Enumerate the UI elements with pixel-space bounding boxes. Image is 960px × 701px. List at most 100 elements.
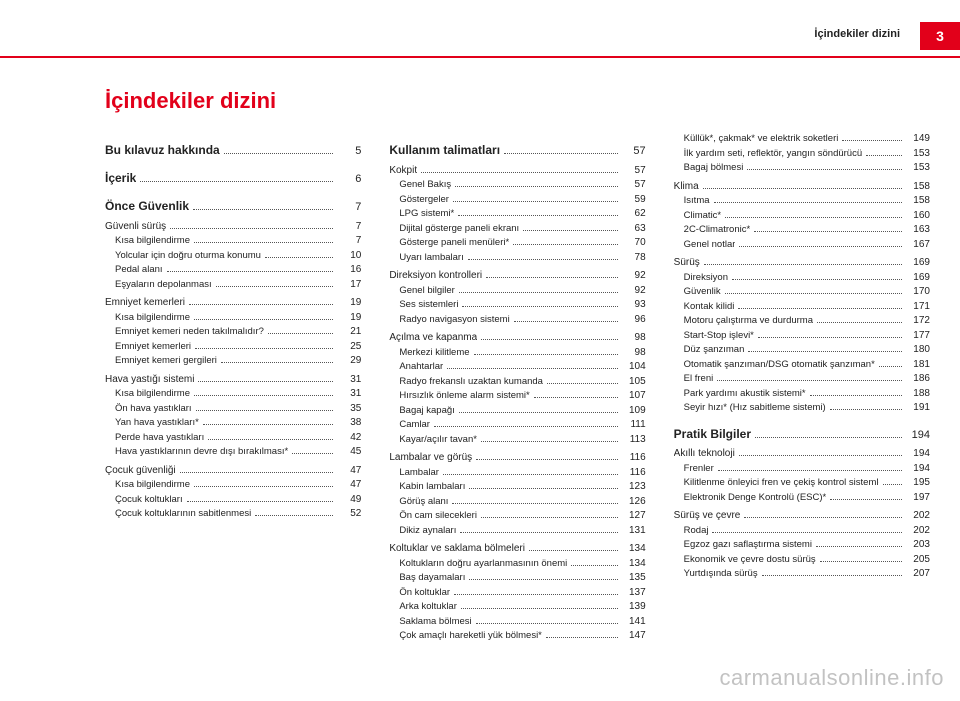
toc-page-number: 19 bbox=[337, 296, 361, 311]
toc-entry: Lambalar116 bbox=[389, 466, 645, 481]
toc-entry: Yurtdışında sürüş207 bbox=[674, 567, 930, 582]
toc-label: Climatic* bbox=[674, 209, 721, 223]
toc-entry: Perde hava yastıkları42 bbox=[105, 431, 361, 446]
toc-page-number: 202 bbox=[906, 524, 930, 539]
toc-label: Düz şanzıman bbox=[674, 343, 745, 357]
toc-entry: Start-Stop işlevi* 177 bbox=[674, 329, 930, 344]
toc-entry: Isıtma158 bbox=[674, 194, 930, 209]
toc-label: Bu kılavuz hakkında bbox=[105, 142, 220, 159]
toc-page-number: 134 bbox=[622, 542, 646, 557]
toc-leader-dots bbox=[481, 517, 618, 518]
toc-label: Park yardımı akustik sistemi* bbox=[674, 387, 806, 401]
toc-label: El freni bbox=[674, 372, 714, 386]
toc-label: Görüş alanı bbox=[389, 495, 448, 509]
toc-label: Yurtdışında sürüş bbox=[674, 567, 758, 581]
toc-label: Güvenlik bbox=[674, 285, 721, 299]
toc-label: Start-Stop işlevi* bbox=[674, 329, 754, 343]
toc-label: Emniyet kemerleri bbox=[105, 296, 185, 311]
toc-label: Saklama bölmesi bbox=[389, 615, 471, 629]
toc-leader-dots bbox=[830, 499, 902, 500]
toc-label: Radyo navigasyon sistemi bbox=[389, 313, 509, 327]
toc-column: Kullanım talimatları57Kokpit57Genel Bakı… bbox=[389, 132, 645, 644]
toc-label: Koltuklar ve saklama bölmeleri bbox=[389, 542, 525, 557]
toc-label: Kayar/açılır tavan* bbox=[389, 433, 477, 447]
toc-entry: Düz şanzıman 180 bbox=[674, 343, 930, 358]
toc-page-number: 160 bbox=[906, 209, 930, 224]
toc-entry: Çocuk koltukları49 bbox=[105, 493, 361, 508]
toc-leader-dots bbox=[268, 333, 333, 334]
toc-page-number: 29 bbox=[337, 354, 361, 369]
toc-leader-dots bbox=[265, 257, 333, 258]
toc-page-number: 137 bbox=[622, 586, 646, 601]
toc-leader-dots bbox=[140, 181, 333, 182]
toc-label: Çocuk koltukları bbox=[105, 493, 183, 507]
toc-leader-dots bbox=[725, 293, 902, 294]
toc-label: Hırsızlık önleme alarm sistemi* bbox=[389, 389, 529, 403]
toc-entry: Açılma ve kapanma98 bbox=[389, 331, 645, 346]
toc-entry: Yolcular için doğru oturma konumu10 bbox=[105, 249, 361, 264]
toc-column: Küllük*, çakmak* ve elektrik soketleri14… bbox=[674, 132, 930, 644]
toc-page-number: 195 bbox=[906, 476, 930, 491]
toc-page-number: 194 bbox=[906, 428, 930, 444]
toc-leader-dots bbox=[170, 228, 333, 229]
toc-page-number: 107 bbox=[622, 389, 646, 404]
toc-leader-dots bbox=[460, 532, 617, 533]
toc-leader-dots bbox=[486, 277, 618, 278]
toc-page-number: 181 bbox=[906, 358, 930, 373]
toc-leader-dots bbox=[712, 532, 902, 533]
toc-entry: Climatic* 160 bbox=[674, 209, 930, 224]
toc-leader-dots bbox=[469, 579, 617, 580]
toc-entry: İlk yardım seti, reflektör, yangın söndü… bbox=[674, 147, 930, 162]
toc-label: Çok amaçlı hareketli yük bölmesi* bbox=[389, 629, 542, 643]
toc-leader-dots bbox=[221, 362, 333, 363]
toc-leader-dots bbox=[187, 501, 334, 502]
toc-label: Camlar bbox=[389, 418, 430, 432]
toc-columns: Bu kılavuz hakkında5İçerik6Önce Güvenlik… bbox=[105, 132, 930, 644]
toc-entry: Ön hava yastıkları35 bbox=[105, 402, 361, 417]
toc-leader-dots bbox=[476, 459, 618, 460]
toc-label: Motoru çalıştırma ve durdurma bbox=[674, 314, 813, 328]
toc-entry: Kayar/açılır tavan*113 bbox=[389, 433, 645, 448]
toc-page-number: 116 bbox=[622, 451, 646, 466]
toc-page-number: 158 bbox=[906, 180, 930, 195]
page-number-badge: 3 bbox=[920, 22, 960, 50]
toc-entry: Kısa bilgilendirme31 bbox=[105, 387, 361, 402]
toc-entry: Çok amaçlı hareketli yük bölmesi*147 bbox=[389, 629, 645, 644]
toc-page-number: 16 bbox=[337, 263, 361, 278]
toc-page-number: 116 bbox=[622, 466, 646, 481]
toc-page-number: 158 bbox=[906, 194, 930, 209]
toc-leader-dots bbox=[447, 368, 617, 369]
toc-entry: Güvenlik170 bbox=[674, 285, 930, 300]
toc-label: Sürüş bbox=[674, 256, 700, 271]
toc-entry: Koltuklar ve saklama bölmeleri 134 bbox=[389, 542, 645, 557]
toc-leader-dots bbox=[421, 172, 618, 173]
toc-label: Kısa bilgilendirme bbox=[105, 478, 190, 492]
content-area: İçindekiler dizini Bu kılavuz hakkında5İ… bbox=[105, 88, 930, 671]
toc-page-number: 70 bbox=[622, 236, 646, 251]
toc-label: Genel notlar bbox=[674, 238, 736, 252]
running-title: İçindekiler dizini bbox=[814, 28, 900, 40]
toc-column: Bu kılavuz hakkında5İçerik6Önce Güvenlik… bbox=[105, 132, 361, 644]
toc-page-number: 92 bbox=[622, 269, 646, 284]
toc-label: Ön hava yastıkları bbox=[105, 402, 192, 416]
toc-label: Kullanım talimatları bbox=[389, 142, 500, 159]
toc-page-number: 180 bbox=[906, 343, 930, 358]
toc-page-number: 177 bbox=[906, 329, 930, 344]
toc-page-number: 47 bbox=[337, 464, 361, 479]
toc-page-number: 31 bbox=[337, 387, 361, 402]
toc-entry: Kısa bilgilendirme7 bbox=[105, 234, 361, 249]
toc-leader-dots bbox=[714, 202, 902, 203]
toc-label: Eşyaların depolanması bbox=[105, 278, 212, 292]
toc-label: Otomatik şanzıman/DSG otomatik şanzıman* bbox=[674, 358, 875, 372]
toc-leader-dots bbox=[738, 308, 902, 309]
toc-page-number: 134 bbox=[622, 557, 646, 572]
toc-leader-dots bbox=[513, 244, 617, 245]
toc-entry: Frenler194 bbox=[674, 462, 930, 477]
toc-label: Yan hava yastıkları* bbox=[105, 416, 199, 430]
toc-entry: Çocuk koltuklarının sabitlenmesi52 bbox=[105, 507, 361, 522]
toc-entry: Emniyet kemerleri 19 bbox=[105, 296, 361, 311]
toc-page-number: 197 bbox=[906, 491, 930, 506]
toc-label: Yolcular için doğru oturma konumu bbox=[105, 249, 261, 263]
toc-label: Egzoz gazı saflaştırma sistemi bbox=[674, 538, 812, 552]
toc-entry: Kokpit57 bbox=[389, 164, 645, 179]
